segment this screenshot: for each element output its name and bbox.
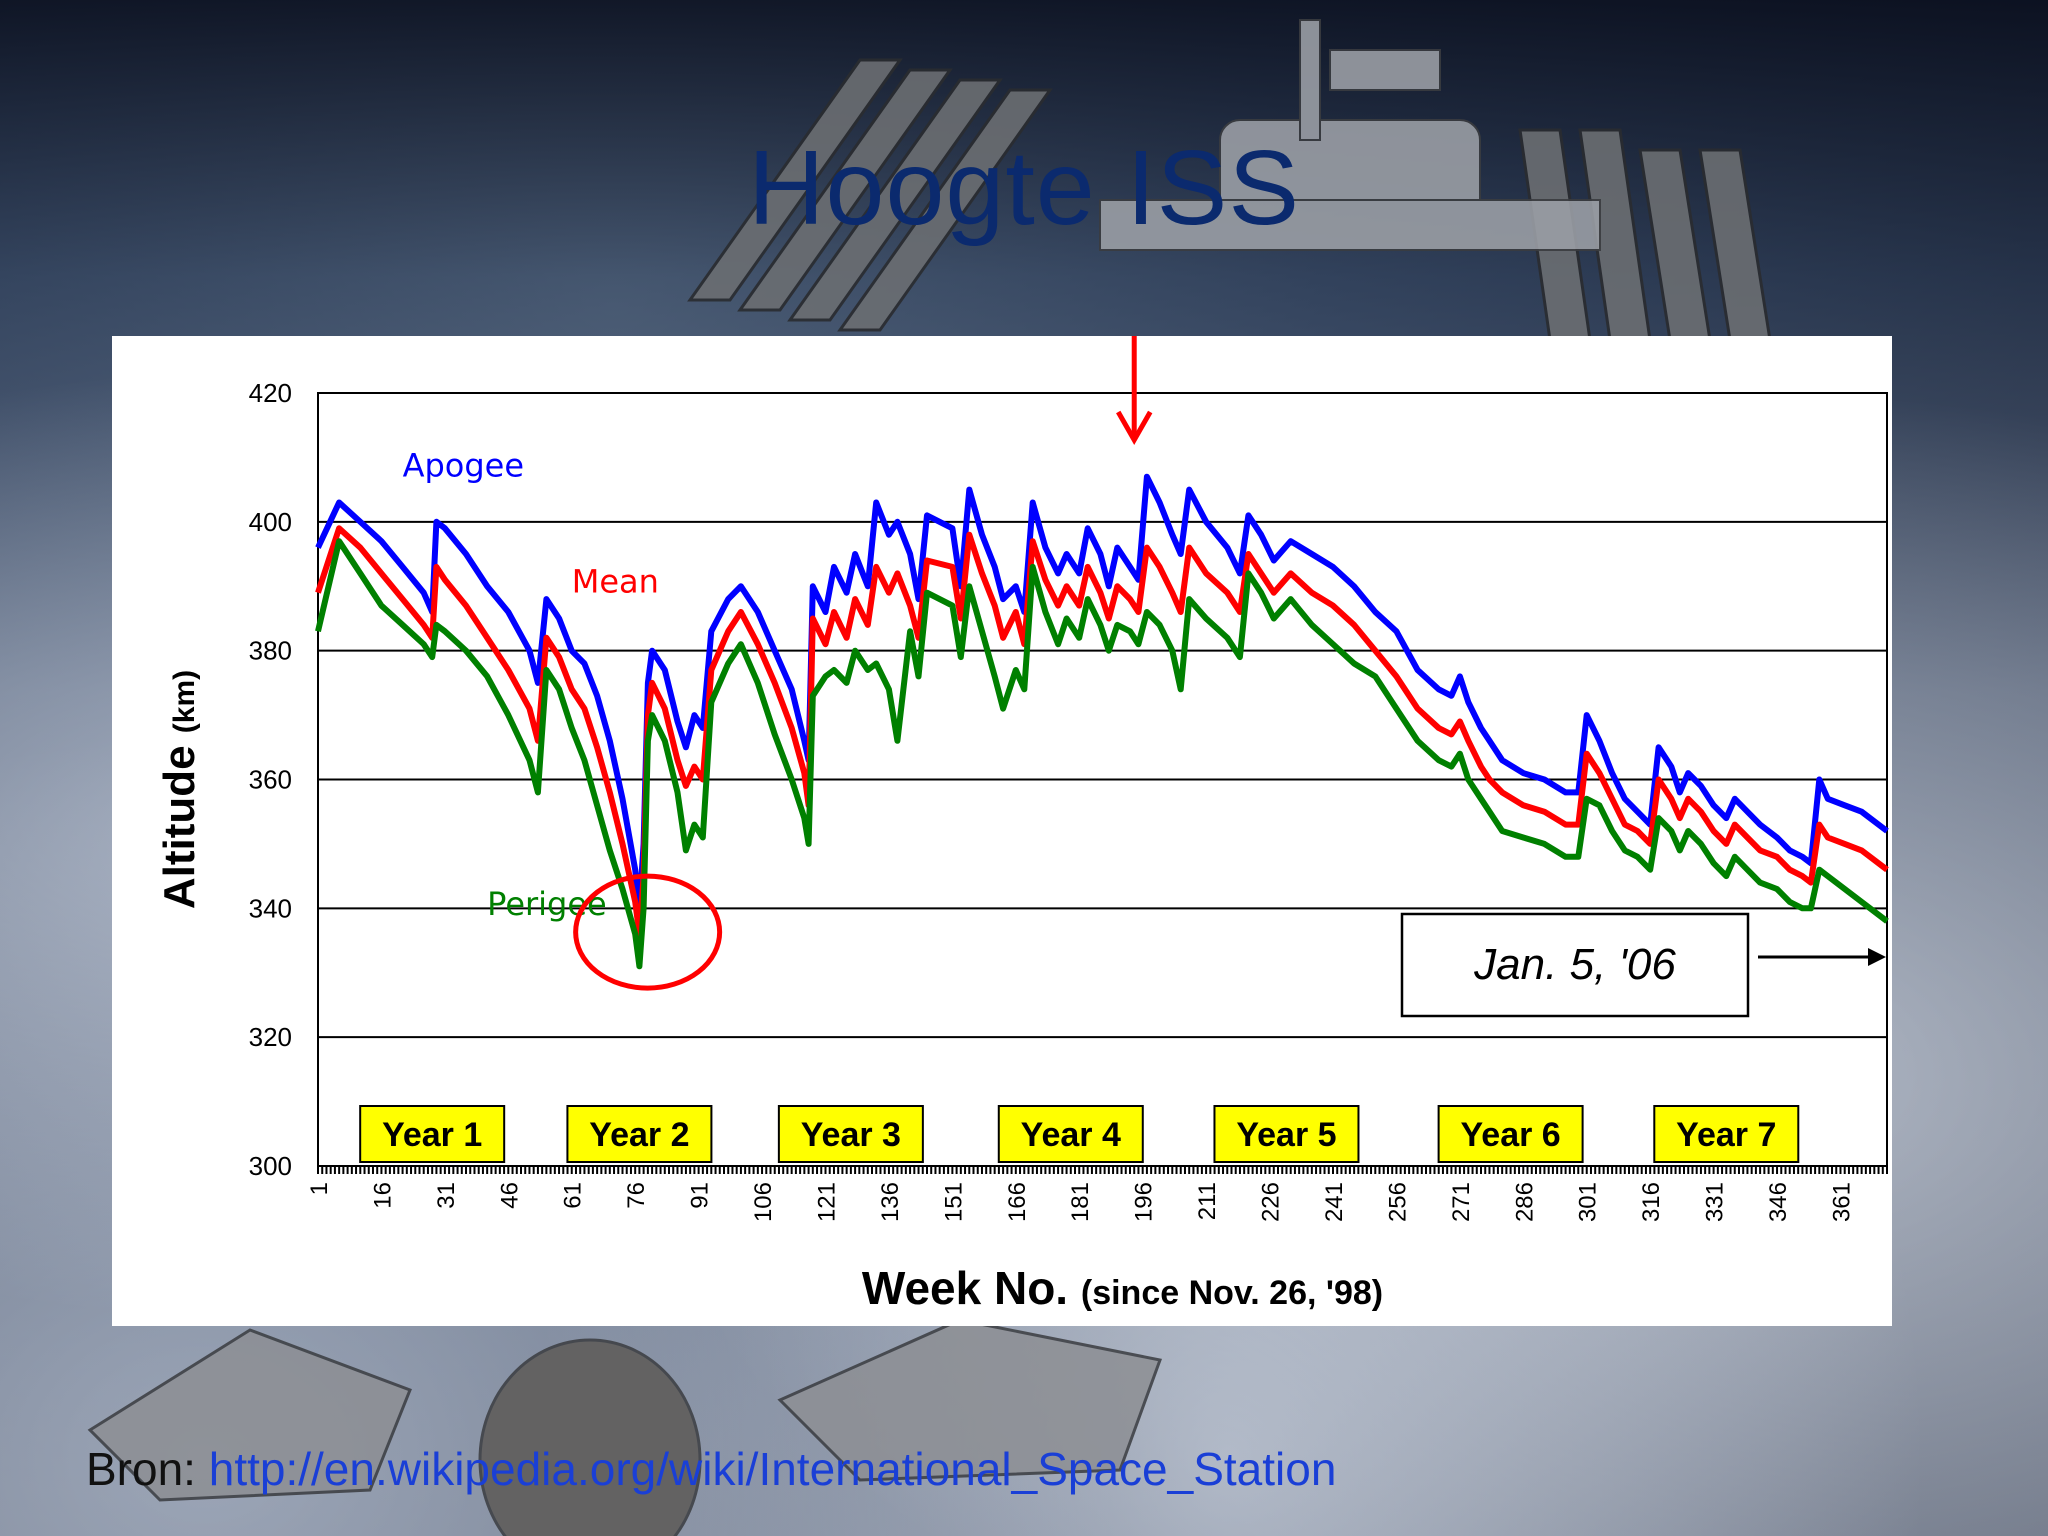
x-tick-label: 301 xyxy=(1575,1182,1602,1222)
x-tick-label: 331 xyxy=(1702,1182,1729,1222)
slide-title: Hoogte ISS xyxy=(747,129,1301,247)
altitude-chart: 300 320 340 360 380 400 420 1 16 31 46 61 76 91 106 121… xyxy=(155,336,1889,1314)
x-tick-label: 256 xyxy=(1384,1182,1411,1222)
plot-frame xyxy=(317,392,1888,1167)
x-tick-label: 151 xyxy=(940,1182,967,1222)
x-tick-label: 361 xyxy=(1828,1182,1855,1222)
source-line: Bron: http://en.wikipedia.org/wiki/Inter… xyxy=(86,1442,1336,1496)
x-tick-label: 166 xyxy=(1004,1182,1031,1222)
peak-arrow-head xyxy=(1116,410,1153,446)
x-tick-label: 136 xyxy=(877,1182,904,1222)
y-axis-label: Altitude (km) xyxy=(155,670,204,909)
chart-panel: 300 320 340 360 380 400 420 1 16 31 46 61 76 91 106 121… xyxy=(112,336,1892,1326)
x-tick-label: 61 xyxy=(560,1182,587,1209)
x-tick-label: 346 xyxy=(1765,1182,1792,1222)
x-tick-label: 121 xyxy=(813,1182,840,1222)
x-axis-label: Week No. (since Nov. 26, '98) xyxy=(862,1262,1383,1314)
x-tick-label: 16 xyxy=(369,1182,396,1209)
year-label-box xyxy=(359,1105,506,1163)
x-tick-label: 241 xyxy=(1321,1182,1348,1222)
year-label-box xyxy=(566,1105,713,1163)
y-tick-label: 360 xyxy=(249,765,292,795)
x-tick-label: 181 xyxy=(1067,1182,1094,1222)
date-annotation-box xyxy=(1400,912,1750,1018)
x-tick-label: 271 xyxy=(1448,1182,1475,1222)
year-label: Year 4 xyxy=(1021,1116,1121,1154)
y-tick-label: 300 xyxy=(249,1151,292,1181)
source-link[interactable]: http://en.wikipedia.org/wiki/Internation… xyxy=(208,1443,1337,1495)
date-annotation-text: Jan. 5, '06 xyxy=(1473,940,1676,989)
x-tick-label: 316 xyxy=(1638,1182,1665,1222)
x-tick-label: 91 xyxy=(687,1182,714,1209)
year-label: Year 6 xyxy=(1460,1116,1560,1154)
year-label-box xyxy=(1213,1105,1360,1163)
series-label-apogee: Apogee xyxy=(403,447,524,485)
y-tick-label: 320 xyxy=(249,1022,292,1052)
series-line-apogee xyxy=(315,473,1889,912)
x-tick-label: 1 xyxy=(306,1182,333,1195)
year-label-box xyxy=(777,1105,924,1163)
year-label: Year 7 xyxy=(1676,1116,1776,1154)
y-tick-label: 420 xyxy=(249,378,292,408)
x-tick-label: 46 xyxy=(496,1182,523,1209)
year-label-box xyxy=(997,1105,1144,1163)
x-tick-label: 211 xyxy=(1194,1182,1221,1220)
y-tick-label: 400 xyxy=(249,507,292,537)
series-line-perigee xyxy=(315,538,1889,970)
y-tick-label: 380 xyxy=(249,636,292,666)
year-label: Year 2 xyxy=(589,1116,689,1154)
y-tick-label: 340 xyxy=(249,893,292,923)
year-label: Year 3 xyxy=(801,1116,901,1154)
x-tick-label: 76 xyxy=(623,1182,650,1209)
series-line-mean xyxy=(315,525,1889,938)
date-arrow-head xyxy=(1868,948,1886,966)
x-tick-label: 226 xyxy=(1258,1182,1285,1222)
year-label-box xyxy=(1437,1105,1584,1163)
x-tick-label: 286 xyxy=(1511,1182,1538,1222)
x-tick-label: 196 xyxy=(1131,1182,1158,1222)
year-label-box xyxy=(1653,1105,1800,1163)
series-label-mean: Mean xyxy=(572,563,659,601)
year-label: Year 5 xyxy=(1236,1116,1336,1154)
source-label: Bron: xyxy=(86,1443,209,1495)
series-label-perigee: Perigee xyxy=(487,885,607,923)
low-altitude-circle xyxy=(573,873,723,991)
x-tick-label: 106 xyxy=(750,1182,777,1222)
x-tick-label: 31 xyxy=(433,1182,460,1209)
year-label: Year 1 xyxy=(382,1116,482,1154)
